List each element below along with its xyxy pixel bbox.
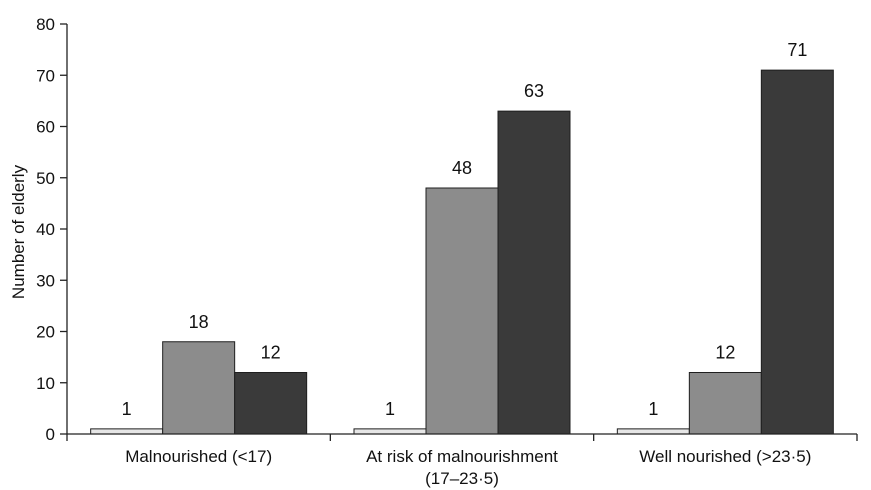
y-tick-label-80: 80 — [36, 15, 55, 34]
y-tick-label-40: 40 — [36, 220, 55, 239]
x-category-label-3: Well nourished (>23·5) — [639, 447, 811, 466]
y-tick-label-0: 0 — [46, 425, 55, 444]
bars-group — [90, 69, 834, 435]
x-category-label-1: Malnourished (<17) — [125, 447, 272, 466]
x-category-label-3-line-1: Well nourished (>23·5) — [639, 447, 811, 466]
bar-s3-c1 — [234, 372, 308, 435]
data-label-s1-c1: 1 — [122, 399, 132, 419]
y-axis: 0 10 20 30 40 50 60 70 80 — [36, 15, 68, 444]
bar-s1-c1 — [90, 428, 164, 435]
data-label-s2-c1: 18 — [189, 312, 209, 332]
x-category-label-2: At risk of malnourishment (17–23·5) — [366, 447, 558, 488]
bar-s2-c1 — [162, 341, 236, 435]
x-category-label-2-line-1: At risk of malnourishment — [366, 447, 558, 466]
bar-s2-c2 — [425, 187, 499, 435]
data-labels-group: 1 18 12 1 48 63 1 12 71 — [122, 40, 808, 419]
data-label-s3-c2: 63 — [524, 81, 544, 101]
y-tick-label-10: 10 — [36, 374, 55, 393]
data-label-s2-c2: 48 — [452, 158, 472, 178]
data-label-s1-c3: 1 — [648, 399, 658, 419]
y-tick-label-60: 60 — [36, 118, 55, 137]
data-label-s3-c1: 12 — [261, 343, 281, 363]
x-category-label-1-line-1: Malnourished (<17) — [125, 447, 272, 466]
y-tick-label-20: 20 — [36, 323, 55, 342]
bar-s2-c3 — [688, 372, 762, 435]
x-axis: Malnourished (<17) At risk of malnourishm… — [66, 433, 858, 488]
y-tick-label-70: 70 — [36, 66, 55, 85]
bar-s3-c3 — [760, 69, 834, 435]
data-label-s2-c3: 12 — [715, 343, 735, 363]
data-label-s3-c3: 71 — [787, 40, 807, 60]
bar-s1-c2 — [353, 428, 427, 435]
data-label-s1-c2: 1 — [385, 399, 395, 419]
x-category-label-2-line-2: (17–23·5) — [425, 469, 499, 488]
y-tick-label-30: 30 — [36, 271, 55, 290]
y-axis-title: Number of elderly — [9, 164, 28, 299]
bar-s3-c2 — [497, 110, 571, 435]
bar-s1-c3 — [616, 428, 690, 435]
y-tick-label-50: 50 — [36, 169, 55, 188]
